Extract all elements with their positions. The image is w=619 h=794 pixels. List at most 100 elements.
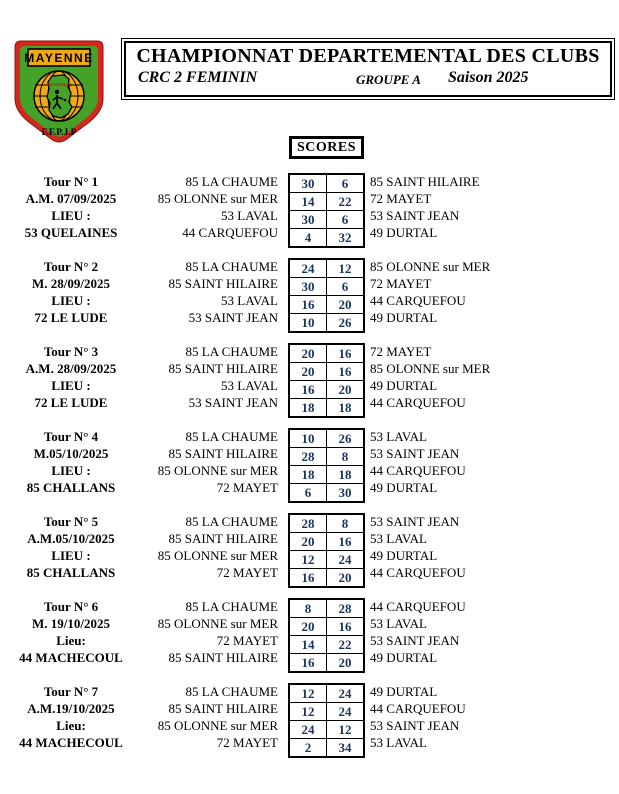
away-score: 16 [326,617,365,636]
away-team: 53 LAVAL [370,429,427,444]
away-score: 34 [326,738,365,758]
away-score: 12 [326,720,365,739]
away-score: 18 [326,465,365,484]
home-score: 12 [288,683,327,703]
away-score: 16 [326,343,365,363]
away-score: 8 [326,513,365,533]
score-row: 8 28 [288,598,365,618]
score-row: 12 24 [288,550,365,569]
score-row: 20 16 [288,532,365,551]
away-team: 44 CARQUEFOU [370,395,466,410]
away-team: 44 CARQUEFOU [370,293,466,308]
away-score: 30 [326,483,365,503]
round-host: 85 CHALLANS [26,480,116,495]
score-grid-body: 20 16 20 16 16 20 18 18 [288,343,365,418]
score-row: 30 6 [288,277,365,296]
score-row: 30 6 [288,173,365,193]
home-team: 85 LA CHAUME [185,514,278,529]
home-score: 10 [288,313,327,333]
away-team: 72 MAYET [370,344,432,359]
round-host: 72 LE LUDE [34,310,108,325]
round-info-column: Tour N° 7 A.M.19/10/2025 Lieu: 44 MACHEC… [0,683,142,751]
home-team: 85 LA CHAUME [185,429,278,444]
round-date: M.05/10/2025 [33,446,109,461]
home-team: 85 OLONNE sur MER [157,616,278,631]
page-title: CHAMPIONNAT DEPARTEMENTAL DES CLUBS [136,45,600,67]
home-team: 85 OLONNE sur MER [157,548,278,563]
round-lieu-label: Lieu: [56,633,86,648]
home-team: 85 OLONNE sur MER [157,191,278,206]
round-tour: Tour N° 1 [43,174,99,189]
round-date: A.M.19/10/2025 [27,701,115,716]
round-tour: Tour N° 2 [43,259,99,274]
round-host: 53 QUELAINES [24,225,118,240]
home-team: 53 LAVAL [221,293,278,308]
round-host: 72 LE LUDE [34,395,108,410]
home-score: 16 [288,295,327,314]
round-lieu-label: LIEU : [51,463,91,478]
score-row: 12 24 [288,702,365,721]
round-lieu-label: LIEU : [51,208,91,223]
petanque-player-icon [52,89,67,110]
score-row: 24 12 [288,258,365,278]
shield-icon: MAYENNE PETANQUE F.F.P.J.P [14,40,104,143]
score-row: 10 26 [288,313,365,333]
score-grid: 8 28 20 16 14 22 16 20 [288,598,365,673]
logo-sport-text: PETANQUE [46,82,71,87]
home-teams: 85 LA CHAUME 85 OLONNE sur MER 72 MAYET 85 … [142,598,278,666]
away-team: 49 DURTAL [370,480,438,495]
home-team: 85 SAINT HILAIRE [168,446,278,461]
round-info-column: Tour N° 4 M.05/10/2025 LIEU : 85 CHALLAN… [0,428,142,496]
home-team: 72 MAYET [216,735,278,750]
home-score: 12 [288,702,327,721]
away-score: 6 [326,277,365,296]
score-row: 28 8 [288,447,365,466]
away-score: 24 [326,550,365,569]
home-team: 85 OLONNE sur MER [157,463,278,478]
score-grid-body: 24 12 30 6 16 20 10 26 [288,258,365,333]
away-teams: 49 DURTAL 44 CARQUEFOU 53 SAINT JEAN 53 LAV… [370,683,610,751]
away-score: 26 [326,428,365,448]
away-score: 20 [326,653,365,673]
round-block: Tour N° 4 M.05/10/2025 LIEU : 85 CHALLAN… [0,428,619,503]
header-subtitle-row: CRC 2 FEMININ GROUPE A Saison 2025 [126,69,610,93]
score-grid-body: 28 8 20 16 12 24 16 20 [288,513,365,588]
away-team: 85 SAINT HILAIRE [370,174,480,189]
home-teams: 85 LA CHAUME 85 SAINT HILAIRE 85 OLONNE su… [142,513,278,581]
away-team: 53 SAINT JEAN [370,208,460,223]
round-block: Tour N° 6 M. 19/10/2025 Lieu: 44 MACHECO… [0,598,619,673]
home-team: 44 CARQUEFOU [182,225,278,240]
away-score: 20 [326,295,365,314]
home-score: 20 [288,617,327,636]
home-score: 16 [288,380,327,399]
away-score: 20 [326,568,365,588]
home-team: 85 LA CHAUME [185,174,278,189]
score-row: 10 26 [288,428,365,448]
home-team: 85 SAINT HILAIRE [168,361,278,376]
home-score: 10 [288,428,327,448]
home-team: 53 SAINT JEAN [188,395,278,410]
score-row: 16 20 [288,568,365,588]
round-tour: Tour N° 7 [43,684,99,699]
away-score: 16 [326,362,365,381]
score-row: 2 34 [288,738,365,758]
score-grid: 12 24 12 24 24 12 2 34 [288,683,365,758]
away-team: 72 MAYET [370,191,432,206]
round-lieu-label: LIEU : [51,378,91,393]
round-date: A.M.05/10/2025 [27,531,115,546]
home-team: 85 LA CHAUME [185,259,278,274]
home-teams: 85 LA CHAUME 85 SAINT HILAIRE 53 LAVAL 53 S… [142,343,278,411]
globe-icon: PETANQUE [33,70,85,122]
score-row: 18 18 [288,465,365,484]
home-score: 16 [288,653,327,673]
away-team: 53 SAINT JEAN [370,633,460,648]
home-score: 18 [288,465,327,484]
home-teams: 85 LA CHAUME 85 SAINT HILAIRE 85 OLONNE su… [142,428,278,496]
away-team: 44 CARQUEFOU [370,701,466,716]
away-teams: 85 SAINT HILAIRE 72 MAYET 53 SAINT JEAN 49 … [370,173,610,241]
home-team: 85 SAINT HILAIRE [168,650,278,665]
score-row: 16 20 [288,653,365,673]
score-grid-body: 30 6 14 22 30 6 4 32 [288,173,365,248]
score-row: 4 32 [288,228,365,248]
away-team: 49 DURTAL [370,310,438,325]
